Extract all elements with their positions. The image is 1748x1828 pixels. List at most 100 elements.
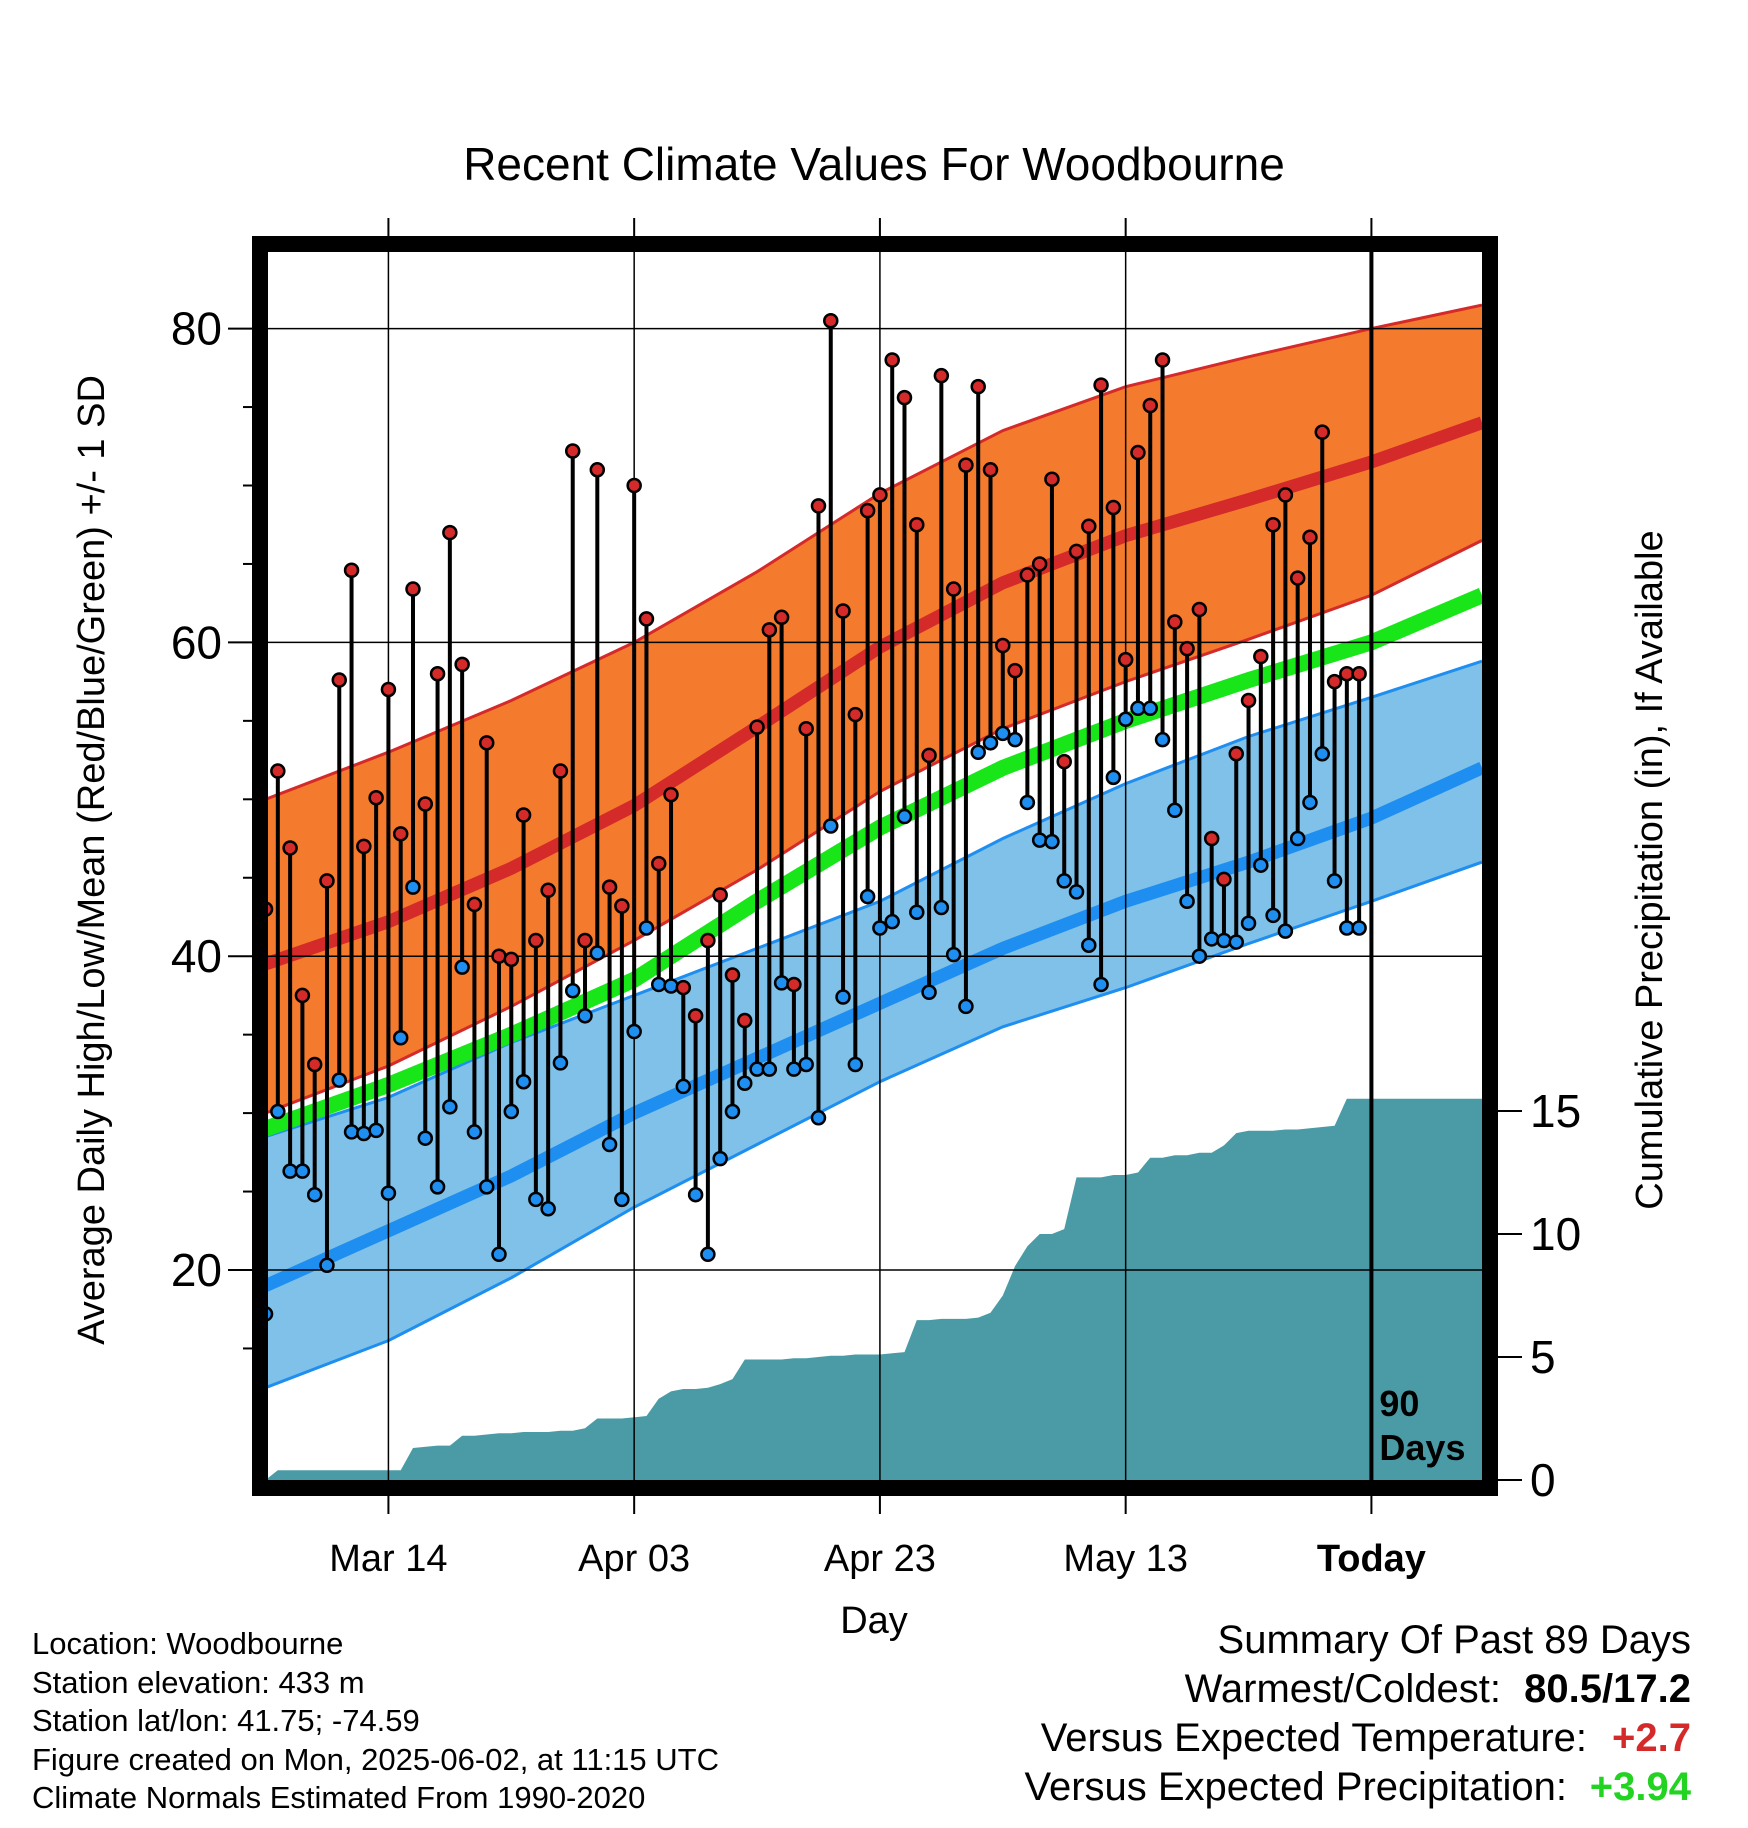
daily-high-point: [872, 487, 888, 503]
daily-high-point: [577, 932, 593, 949]
daily-high-point: [1228, 746, 1245, 762]
daily-high-point: [478, 735, 495, 751]
daily-low-point: [442, 1099, 458, 1115]
daily-low-point: [1117, 711, 1134, 728]
daily-low-point: [1228, 934, 1245, 950]
daily-high-point: [847, 706, 864, 723]
daily-high-point: [528, 932, 544, 949]
daily-high-point: [417, 796, 434, 812]
daily-high-point: [1191, 601, 1208, 618]
daily-high-point: [405, 581, 421, 597]
daily-low-point: [1289, 830, 1306, 847]
daily-low-point: [859, 888, 876, 905]
y-tick-label: 60: [171, 616, 222, 668]
daily-high-point: [761, 622, 778, 638]
daily-low-point: [712, 1150, 728, 1167]
daily-low-point: [564, 982, 581, 999]
daily-high-point: [970, 378, 986, 395]
daily-low-point: [847, 1056, 864, 1073]
y-tick-label: 80: [171, 303, 222, 355]
daily-low-point: [268, 1306, 274, 1322]
daily-high-point: [392, 826, 409, 842]
daily-high-point: [663, 786, 679, 803]
y-axis-label-right: Cumulative Precipitation (in), If Availa…: [1629, 530, 1671, 1209]
daily-low-point: [417, 1130, 434, 1146]
y-tick-label: 20: [171, 1244, 222, 1296]
x-tick-label: Apr 23: [824, 1538, 936, 1580]
daily-high-point: [1044, 471, 1060, 487]
daily-low-point: [1068, 884, 1085, 900]
daily-low-point: [798, 1056, 814, 1073]
daily-low-point: [306, 1186, 323, 1203]
station-info: Location: Woodbourne Station elevation: …: [32, 1625, 719, 1818]
daily-low-point: [700, 1246, 716, 1263]
daily-high-point: [687, 1008, 704, 1024]
daily-low-point: [810, 1110, 827, 1126]
daily-low-point: [601, 1136, 618, 1153]
daily-high-point: [1081, 518, 1097, 535]
daily-high-point: [1289, 570, 1306, 586]
daily-low-point: [478, 1179, 495, 1195]
daily-low-point: [982, 735, 999, 751]
daily-low-point: [933, 899, 950, 916]
daily-low-point: [1216, 932, 1232, 949]
daily-low-point: [380, 1185, 397, 1201]
daily-low-point: [823, 818, 839, 834]
temp-label: Versus Expected Temperature:: [1040, 1716, 1587, 1760]
daily-low-point: [577, 1008, 593, 1024]
daily-low-point: [1351, 920, 1367, 936]
daily-low-point: [724, 1103, 741, 1120]
daily-low-point: [1253, 857, 1269, 873]
created-text: Figure created on Mon, 2025-06-02, at 11…: [32, 1741, 719, 1777]
daily-low-point: [1007, 731, 1023, 748]
daily-low-point: [1093, 976, 1109, 993]
x-tick-label: Today: [1317, 1538, 1426, 1580]
daily-high-point: [319, 873, 335, 889]
daily-low-point: [454, 959, 470, 975]
daily-high-point: [356, 838, 372, 855]
daily-high-point: [1142, 397, 1158, 414]
daily-low-point: [1019, 794, 1036, 811]
daily-low-point: [294, 1163, 311, 1179]
daily-high-point: [650, 855, 667, 872]
daily-high-point: [933, 367, 950, 384]
x-tick-label: May 13: [1063, 1538, 1188, 1580]
daily-low-point: [1191, 948, 1208, 964]
y-tick-label: 40: [171, 930, 222, 982]
daily-low-point: [429, 1179, 446, 1195]
daily-low-point: [319, 1257, 335, 1274]
daily-low-point: [368, 1122, 384, 1139]
daily-high-point: [1351, 666, 1367, 682]
x-tick-label: Apr 03: [578, 1538, 690, 1580]
daily-low-point: [1031, 832, 1048, 848]
daily-high-point: [552, 763, 569, 779]
daily-high-point: [270, 763, 286, 779]
today-days-word: Days: [1379, 1427, 1465, 1468]
precip-value: +3.94: [1589, 1765, 1691, 1809]
summary-warm-row: Warmest/Coldest: 80.5/17.2: [1024, 1665, 1691, 1714]
daily-high-point: [1240, 692, 1257, 709]
latlon-text: Station lat/lon: 41.75; -74.59: [32, 1703, 420, 1738]
daily-high-point: [1093, 377, 1109, 393]
daily-high-point: [712, 887, 728, 903]
summary-title: Summary Of Past 89 Days: [1217, 1618, 1691, 1662]
daily-high-point: [737, 1012, 753, 1029]
x-axis-label: Day: [840, 1600, 908, 1642]
daily-high-point: [1056, 753, 1072, 770]
temp-value: +2.7: [1612, 1716, 1691, 1760]
daily-high-point: [589, 462, 606, 478]
daily-high-point: [1117, 651, 1134, 668]
plot-frame: [252, 236, 1498, 1496]
daily-high-point: [442, 524, 458, 541]
daily-high-point: [626, 477, 642, 494]
daily-high-point: [700, 932, 716, 949]
daily-high-point: [1302, 529, 1318, 546]
daily-high-point: [491, 948, 507, 964]
daily-high-point: [454, 656, 470, 673]
today-days-number: 90: [1379, 1383, 1419, 1424]
daily-high-point: [1105, 499, 1122, 516]
daily-high-point: [343, 562, 360, 578]
precip-area: [268, 1098, 1482, 1480]
